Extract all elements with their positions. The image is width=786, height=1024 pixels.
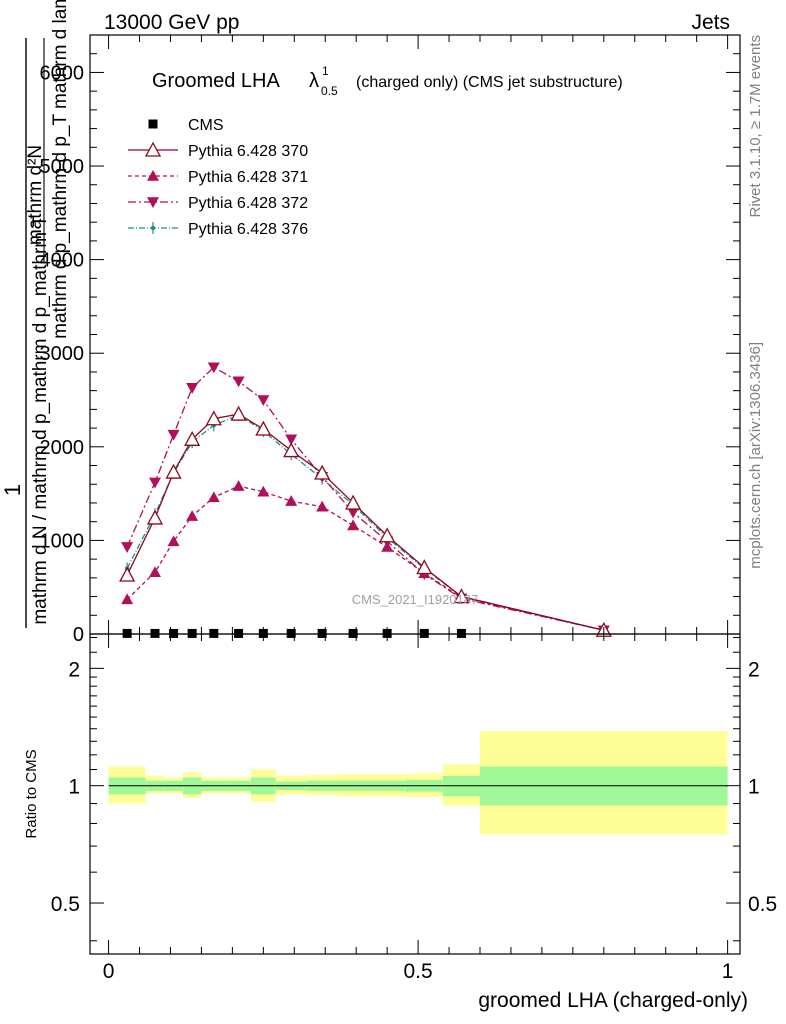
y-tick-label: 0 xyxy=(73,624,84,646)
ratio-frame xyxy=(89,633,741,955)
legend-marker-cms xyxy=(148,119,158,129)
ratio-axis-ticks: 0.5 0.5 1 1 2 2 0 0.5 1 xyxy=(51,634,777,983)
data-point-pythia-6-428-370 xyxy=(146,509,164,525)
data-point-pythia-6-428-370 xyxy=(453,588,470,604)
data-point-pythia-6-428-370 xyxy=(314,464,331,480)
legend-marker-pythia-6-428-370 xyxy=(144,141,162,157)
data-point-pythia-6-428-370 xyxy=(345,494,362,510)
data-point-pythia-6-428-372 xyxy=(167,429,180,441)
title-lambda: λ xyxy=(309,70,319,92)
legend-label-pythia-6-428-370: Pythia 6.428 370 xyxy=(188,143,308,160)
data-point-pythia-6-428-372 xyxy=(347,507,360,519)
data-point-pythia-6-428-370 xyxy=(379,527,396,543)
data-point-pythia-6-428-370 xyxy=(205,410,222,426)
ratio-y-tick-label: 0.5 xyxy=(51,893,80,916)
title-sup: 1 xyxy=(322,64,329,78)
data-point-pythia-6-428-371 xyxy=(316,500,329,512)
ratio-y-tick-label-right: 0.5 xyxy=(748,893,777,916)
side-text-bottom: mcplots.cern.ch [arXiv:1306.3436] xyxy=(747,342,764,569)
main-axis-ticks: 0 1000 2000 3000 4000 5000 6000 xyxy=(40,34,740,646)
ratio-y-tick-label-right: 2 xyxy=(748,658,760,681)
x-tick-label: 0.5 xyxy=(403,960,432,983)
data-point-pythia-6-428-372 xyxy=(285,434,298,446)
ratio-y-tick-label: 1 xyxy=(68,776,80,799)
series-line-pythia-6-428-372 xyxy=(126,366,604,631)
title-sub: 0.5 xyxy=(321,84,338,98)
data-point-pythia-6-428-372 xyxy=(257,395,270,407)
series-line-pythia-6-428-370 xyxy=(126,413,604,631)
title-rest: (charged only) (CMS jet substructure) xyxy=(356,74,623,91)
ylabel-num: mathrm d²N xyxy=(25,145,46,245)
legend-label-cms: CMS xyxy=(188,117,224,134)
ratio-y-tick-label: 2 xyxy=(68,658,80,681)
x-tick-label: 0 xyxy=(103,960,115,983)
ylabel-bottom: mathrm d N / mathrm d p_mathrm d p_mathr… xyxy=(30,215,51,625)
y-tick-label: 5000 xyxy=(40,156,85,178)
data-point-pythia-6-428-372 xyxy=(121,542,134,553)
data-point-pythia-6-428-370 xyxy=(165,463,182,479)
data-point-pythia-6-428-372 xyxy=(186,383,199,394)
chart-title: Groomed LHA λ 1 0.5 (charged only) (CMS … xyxy=(152,64,623,98)
data-point-pythia-6-428-370 xyxy=(119,566,136,582)
data-point-pythia-6-428-371 xyxy=(186,510,199,521)
main-panel: CMS_2021_I1920187 0 1000 2000 3000 4000 5000 6… xyxy=(40,34,741,646)
data-point-pythia-6-428-371 xyxy=(257,485,270,497)
legend-label-pythia-6-428-371: Pythia 6.428 371 xyxy=(188,169,308,186)
data-point-pythia-6-428-370 xyxy=(184,430,201,446)
x-axis-label: groomed LHA (charged-only) xyxy=(478,989,748,1012)
header-left: 13000 GeV pp xyxy=(104,11,239,34)
data-point-pythia-6-428-371 xyxy=(149,566,161,578)
x-tick-label: 1 xyxy=(722,960,734,983)
data-point-pythia-6-428-370 xyxy=(230,405,247,421)
ratio-panel: 0.5 0.5 1 1 2 2 0 0.5 1 Ratio to CMS groomed LHA… xyxy=(23,633,777,1012)
series-line-pythia-6-428-371 xyxy=(126,485,604,631)
y-tick-label: 4000 xyxy=(40,250,85,272)
data-point-pythia-6-428-370 xyxy=(283,442,300,458)
data-point-pythia-6-428-370 xyxy=(255,420,272,436)
ratio-bands xyxy=(108,731,728,835)
y-tick-label: 6000 xyxy=(40,62,85,84)
side-text-top: Rivet 3.1.10, ≥ 1.7M events xyxy=(747,35,764,218)
data-point-pythia-6-428-371 xyxy=(167,535,180,547)
ratio-y-tick-label-right: 1 xyxy=(748,776,760,799)
y-tick-label: 2000 xyxy=(40,437,85,459)
legend-label-pythia-6-428-372: Pythia 6.428 372 xyxy=(188,195,308,212)
main-series-layer xyxy=(119,362,612,638)
legend-marker-pythia-6-428-371 xyxy=(147,170,159,181)
data-point-pythia-6-428-372 xyxy=(207,362,220,374)
ylabel-top: 1 xyxy=(0,484,25,496)
data-point-pythia-6-428-371 xyxy=(121,593,134,605)
legend-label-pythia-6-428-376: Pythia 6.428 376 xyxy=(188,221,308,238)
data-point-pythia-6-428-370 xyxy=(416,559,433,575)
data-point-pythia-6-428-372 xyxy=(149,477,161,489)
legend-marker-pythia-6-428-372 xyxy=(147,197,159,208)
ratio-ylabel: Ratio to CMS xyxy=(23,749,40,838)
main-ylabel: 1 mathrm d N / mathrm d p_mathrm d p_mat… xyxy=(0,0,71,628)
title-main: Groomed LHA xyxy=(152,70,280,92)
data-point-pythia-6-428-371 xyxy=(207,491,220,503)
ylabel-den: mathrm d p_mathrm d p_T mathrm d lambda xyxy=(50,0,71,339)
header-right: Jets xyxy=(691,11,730,34)
data-point-pythia-6-428-371 xyxy=(381,540,394,552)
data-point-pythia-6-428-371 xyxy=(285,495,298,506)
data-point-pythia-6-428-372 xyxy=(232,376,245,388)
data-point-pythia-6-428-371 xyxy=(347,519,360,531)
legend: CMS Pythia 6.428 370 Pythia 6.428 371 Pythi… xyxy=(128,117,308,238)
y-tick-label: 3000 xyxy=(40,343,85,365)
watermark: CMS_2021_I1920187 xyxy=(352,592,479,607)
y-tick-label: 1000 xyxy=(40,530,85,552)
data-point-pythia-6-428-371 xyxy=(232,480,245,491)
